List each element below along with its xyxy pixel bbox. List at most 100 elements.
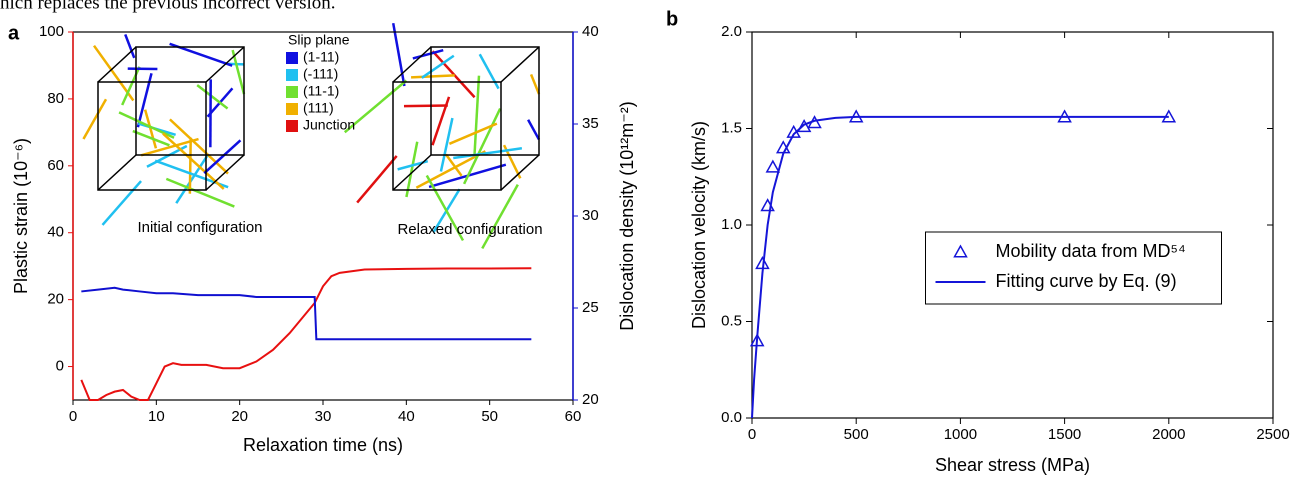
cube-segment (453, 147, 523, 160)
y2-tick-label: 30 (582, 207, 599, 224)
inset-legend-swatch (286, 103, 298, 115)
y2-tick-label: 35 (582, 115, 599, 132)
x-tick-label: 10 (148, 408, 165, 425)
y-tick-label: 0.5 (721, 312, 742, 329)
x-tick-label: 20 (231, 408, 248, 425)
cube-segment (124, 34, 136, 59)
cube-segment (421, 54, 455, 79)
cube-segment (356, 155, 398, 204)
inset-caption: Relaxed configuration (397, 221, 542, 238)
cube-segment (343, 79, 408, 134)
data-point (796, 119, 812, 133)
cube-segment (425, 174, 465, 242)
cube-segment (448, 122, 498, 145)
caption-fragment: hich replaces the previous incorrect ver… (0, 0, 336, 13)
panel-label: b (666, 8, 678, 30)
cube-edge (97, 46, 137, 83)
cube-segment (473, 75, 481, 158)
cube-edge (392, 81, 502, 191)
x-tick-label: 1500 (1048, 426, 1081, 443)
cube-segment (391, 22, 406, 87)
fit-line (751, 115, 1169, 419)
cube-edge (500, 46, 540, 83)
cube-segment (188, 137, 192, 194)
cube-segment (162, 132, 225, 190)
y-tick-label: 0 (56, 358, 64, 375)
y-axis-label: Plastic strain (10⁻⁶) (11, 138, 31, 294)
inset-legend-label: Junction (303, 117, 355, 133)
cube-segment (143, 109, 158, 149)
inset-caption: Initial configuration (137, 219, 262, 236)
inset-legend-label: (11-1) (303, 83, 339, 99)
cube-segment (403, 104, 448, 108)
x-tick-label: 2500 (1256, 426, 1289, 443)
y2-tick-label: 25 (582, 299, 599, 316)
cube-segment (411, 74, 455, 79)
cube-segment (529, 73, 541, 95)
cube-segment (412, 48, 444, 60)
cube-segment (196, 84, 229, 110)
cube-edge (500, 154, 540, 191)
y-tick-label: 0.0 (721, 409, 742, 426)
cube-segment (405, 141, 419, 198)
inset-cubes (82, 22, 541, 250)
cube-segment (462, 108, 502, 185)
x-tick-label: 0 (69, 408, 77, 425)
cube-segment (444, 153, 463, 177)
y-tick-label: 2.0 (721, 23, 742, 40)
y-tick-label: 100 (39, 23, 64, 40)
x-tick-label: 60 (565, 408, 582, 425)
cube-segment (118, 111, 175, 139)
panel-label: a (8, 22, 20, 44)
inset-legend-swatch (286, 69, 298, 81)
cube-segment (527, 119, 541, 141)
cube-segment (169, 118, 229, 175)
cube-segment (439, 117, 454, 172)
cube-edge (97, 154, 137, 191)
x-tick-label: 40 (398, 408, 415, 425)
x-tick-label: 2000 (1152, 426, 1185, 443)
y2-axis-label: Dislocation density (10¹²m⁻²) (617, 101, 637, 331)
plot-frame (751, 31, 1274, 419)
cube-segment (92, 44, 135, 102)
y-tick-label: 40 (47, 224, 64, 241)
cube-segment (82, 98, 108, 140)
cube-edge (205, 46, 245, 83)
inset-legend-label: (111) (303, 100, 334, 116)
cube-edge (392, 46, 432, 83)
inset-legend-label: (-111) (303, 66, 338, 82)
y2-tick-label: 20 (582, 391, 599, 408)
cube-segment (481, 184, 519, 250)
y-tick-label: 1.0 (721, 216, 742, 233)
x-tick-label: 1000 (944, 426, 977, 443)
cube-segment (231, 49, 246, 95)
cube-segment (121, 66, 141, 106)
data-point (765, 159, 781, 173)
x-tick-label: 30 (315, 408, 332, 425)
legend-label: Fitting curve by Eq. (9) (996, 271, 1177, 291)
data-line (81, 286, 532, 341)
y-axis-label: Dislocation velocity (km/s) (689, 121, 709, 329)
inset-legend-swatch (286, 86, 298, 98)
y-tick-label: 1.5 (721, 119, 742, 136)
cube-segment (132, 129, 170, 147)
y-tick-label: 80 (47, 90, 64, 107)
legend-box (925, 231, 1222, 305)
x-tick-label: 0 (748, 426, 756, 443)
x-axis-label: Relaxation time (ns) (243, 435, 403, 455)
inset-legend-swatch (286, 120, 298, 132)
cube-segment (203, 139, 242, 175)
y2-tick-label: 40 (582, 23, 599, 40)
cube-segment (165, 177, 235, 208)
cube-segment (431, 96, 451, 146)
inset-legend-label: (1-11) (303, 49, 339, 65)
inset-legend-title: Slip plane (288, 32, 350, 48)
cube-edge (205, 154, 245, 191)
cube-segment (478, 53, 500, 90)
cube-segment (415, 150, 486, 189)
x-tick-label: 500 (844, 426, 869, 443)
cube-segment (101, 180, 142, 226)
cube-segment (175, 154, 209, 204)
data-line (80, 267, 532, 401)
